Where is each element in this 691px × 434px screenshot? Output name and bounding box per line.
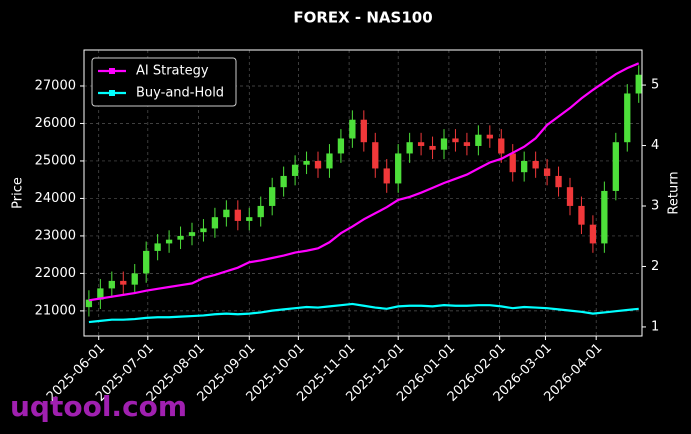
candle-body: [234, 209, 241, 221]
candle-body: [406, 142, 413, 154]
watermark: uqtool.com: [10, 390, 187, 423]
y-tick-label: 25000: [35, 153, 76, 168]
candle-body: [257, 205, 264, 218]
candle-body: [314, 160, 322, 169]
y2-tick-label: 2: [651, 259, 659, 274]
y2-axis-label: Return: [667, 171, 682, 214]
candle-body: [624, 93, 631, 143]
candle-body: [108, 280, 115, 289]
candle-body: [601, 190, 608, 244]
legend-marker: [109, 68, 115, 74]
return-line: [88, 302, 639, 324]
candle-body: [360, 119, 367, 143]
candle-body: [269, 187, 276, 206]
candle-body: [200, 228, 207, 233]
candle-body: [555, 175, 562, 188]
return-line: [88, 62, 640, 302]
legend-marker: [109, 90, 115, 96]
y-tick-label: 24000: [35, 191, 76, 206]
candle-body: [452, 138, 459, 143]
candle-body: [280, 175, 287, 188]
candle-body: [120, 280, 127, 285]
y-tick-label: 27000: [35, 78, 76, 93]
y2-tick-label: 4: [651, 138, 659, 153]
candle-body: [475, 134, 482, 146]
candle-body: [395, 153, 402, 184]
candle-body: [188, 232, 196, 236]
candle-body: [372, 142, 379, 169]
candle-body: [509, 153, 516, 173]
candle-body: [486, 134, 493, 139]
candle-body: [463, 142, 471, 146]
candle-body: [635, 74, 642, 94]
candle-body: [566, 187, 574, 206]
candle-body: [498, 138, 505, 154]
y2-tick-label: 3: [651, 199, 659, 214]
candle-body: [97, 288, 104, 300]
candle-body: [440, 138, 448, 150]
y-tick-label: 21000: [35, 303, 76, 318]
candle-body: [165, 239, 173, 244]
candle-body: [543, 168, 551, 176]
y2-tick-label: 1: [651, 319, 659, 334]
candle-body: [578, 205, 585, 225]
legend-box: [91, 57, 237, 107]
plot-frame: [83, 49, 643, 337]
y2-tick-label: 5: [651, 78, 659, 93]
candle-body: [85, 299, 93, 308]
candle-body: [589, 224, 597, 244]
y-tick-label: 26000: [35, 116, 76, 131]
legend-label: AI Strategy: [136, 64, 209, 79]
legend-label: Buy-and-Hold: [136, 86, 224, 101]
candle-body: [143, 250, 150, 274]
candle-body: [211, 217, 219, 229]
candle-body: [349, 119, 356, 139]
candle-body: [532, 160, 539, 169]
candle-body: [303, 160, 310, 165]
y-tick-label: 22000: [35, 266, 76, 281]
candle-body: [612, 142, 619, 191]
candle-body: [429, 145, 436, 150]
candle-body: [291, 164, 299, 176]
candle-body: [246, 217, 253, 221]
candle-body: [521, 160, 528, 173]
candle-body: [326, 153, 333, 169]
candle-body: [383, 168, 390, 184]
candle-body: [154, 243, 161, 251]
chart-title: FOREX - NAS100: [293, 9, 432, 27]
y-axis-label: Price: [11, 177, 26, 209]
candle-body: [417, 142, 425, 146]
candle-body: [177, 235, 184, 240]
y-tick-label: 23000: [35, 228, 76, 243]
candle-body: [131, 273, 138, 285]
candle-body: [337, 138, 345, 154]
candle-body: [223, 209, 230, 218]
